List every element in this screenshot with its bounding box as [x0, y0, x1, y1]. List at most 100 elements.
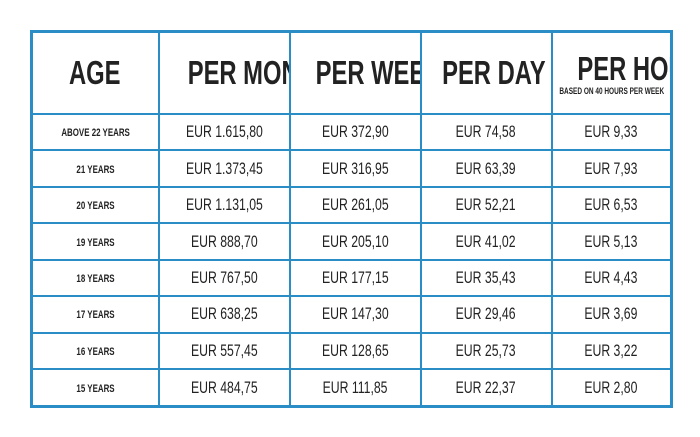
table-cell: EUR 5,13	[550, 222, 673, 261]
table-cell: EUR 35,43	[419, 258, 553, 298]
table-row: 21 YEARS EUR 1.373,45 EUR 316,95 EUR 63,39 E…	[30, 149, 673, 188]
table-cell: EUR 25,73	[419, 331, 553, 371]
table-cell: 17 YEARS	[30, 295, 160, 334]
age-label: 19 YEARS	[76, 236, 115, 249]
header-text: PER WEEK	[315, 54, 418, 91]
table-cell: EUR 484,75	[157, 368, 291, 408]
table-cell: EUR 205,10	[288, 222, 422, 261]
table-cell: EUR 1.615,80	[157, 112, 291, 152]
table-cell: EUR 52,21	[419, 185, 553, 225]
table-row: 16 YEARS EUR 557,45 EUR 128,65 EUR 25,73 EUR…	[30, 331, 673, 371]
table-cell: EUR 1.131,05	[157, 185, 291, 225]
table-row: 18 YEARS EUR 767,50 EUR 177,15 EUR 35,43 EUR…	[30, 258, 673, 298]
wage-value: EUR 316,95	[321, 158, 389, 178]
wage-value: EUR 2,80	[584, 377, 638, 397]
wage-value: EUR 261,05	[321, 195, 389, 215]
age-label: 18 YEARS	[76, 273, 115, 286]
header-text: PER MONTH	[187, 54, 287, 91]
wage-value: EUR 9,33	[584, 122, 638, 142]
table-cell: EUR 63,39	[419, 149, 553, 188]
table-cell: 15 YEARS	[30, 368, 160, 408]
wage-value: EUR 52,21	[456, 195, 516, 215]
table-cell: EUR 29,46	[419, 295, 553, 334]
table-cell: EUR 3,69	[550, 295, 673, 334]
table-row: ABOVE 22 YEARS EUR 1.615,80 EUR 372,90 EUR …	[30, 112, 673, 152]
header-cell: AGE	[30, 30, 160, 115]
wage-value: EUR 484,75	[190, 377, 258, 397]
wage-value: EUR 177,15	[321, 268, 389, 288]
table-cell: 20 YEARS	[30, 185, 160, 225]
table-row: 20 YEARS EUR 1.131,05 EUR 261,05 EUR 52,21 E…	[30, 185, 673, 225]
age-label: 16 YEARS	[76, 345, 115, 358]
table-cell: EUR 767,50	[157, 258, 291, 298]
wage-value: EUR 1.615,80	[185, 122, 263, 142]
wage-value: EUR 557,45	[190, 340, 258, 360]
table-cell: 21 YEARS	[30, 149, 160, 188]
wage-value: EUR 25,73	[456, 340, 516, 360]
table-cell: EUR 177,15	[288, 258, 422, 298]
header-cell: PER HOURBASED ON 40 HOURS PER WEEK	[550, 30, 673, 115]
header-cell: PER MONTH	[157, 30, 291, 115]
table-cell: EUR 3,22	[550, 331, 673, 371]
header-text: PER DAY	[441, 54, 546, 91]
wage-value: EUR 22,37	[456, 377, 516, 397]
wage-value: EUR 1.373,45	[185, 158, 263, 178]
table-cell: EUR 22,37	[419, 368, 553, 408]
wage-value: EUR 35,43	[456, 268, 516, 288]
wage-value: EUR 111,85	[322, 377, 388, 397]
age-label: 20 YEARS	[76, 200, 115, 213]
table-cell: EUR 316,95	[288, 149, 422, 188]
wage-value: EUR 1.131,05	[185, 195, 263, 215]
age-label: 17 YEARS	[76, 309, 115, 322]
header-cell: PER DAY	[419, 30, 553, 115]
wage-value: EUR 4,43	[584, 268, 638, 288]
wage-value: EUR 128,65	[321, 340, 389, 360]
table-cell: EUR 74,58	[419, 112, 553, 152]
wage-value: EUR 29,46	[456, 304, 516, 324]
table-cell: EUR 2,80	[550, 368, 673, 408]
table-cell: EUR 4,43	[550, 258, 673, 298]
header-cell: PER WEEK	[288, 30, 422, 115]
table-row: 17 YEARS EUR 638,25 EUR 147,30 EUR 29,46 EUR…	[30, 295, 673, 334]
table-cell: EUR 6,53	[550, 185, 673, 225]
header-text: PER HOUR	[576, 50, 670, 87]
table-cell: EUR 372,90	[288, 112, 422, 152]
wage-value: EUR 372,90	[321, 122, 389, 142]
wage-value: EUR 74,58	[456, 122, 516, 142]
table-body: ABOVE 22 YEARS EUR 1.615,80 EUR 372,90 EUR …	[30, 112, 673, 408]
wage-value: EUR 767,50	[190, 268, 258, 288]
table-cell: EUR 1.373,45	[157, 149, 291, 188]
wage-value: EUR 63,39	[456, 158, 516, 178]
wage-value: EUR 888,70	[190, 231, 258, 251]
table-cell: EUR 638,25	[157, 295, 291, 334]
table-cell: EUR 888,70	[157, 222, 291, 261]
table-cell: EUR 111,85	[288, 368, 422, 408]
header-note: BASED ON 40 HOURS PER WEEK	[558, 86, 664, 96]
wage-value: EUR 5,13	[584, 231, 638, 251]
table-cell: 19 YEARS	[30, 222, 160, 261]
header-text: AGE	[69, 54, 121, 91]
table-row: 15 YEARS EUR 484,75 EUR 111,85 EUR 22,37 EUR…	[30, 368, 673, 408]
age-label: ABOVE 22 YEARS	[60, 127, 130, 140]
table-cell: EUR 261,05	[288, 185, 422, 225]
table-cell: EUR 557,45	[157, 331, 291, 371]
table-cell: EUR 7,93	[550, 149, 673, 188]
table-cell: EUR 41,02	[419, 222, 553, 261]
table-cell: EUR 147,30	[288, 295, 422, 334]
wage-value: EUR 41,02	[456, 231, 516, 251]
age-label: 15 YEARS	[76, 382, 115, 395]
table-cell: ABOVE 22 YEARS	[30, 112, 160, 152]
table-cell: 18 YEARS	[30, 258, 160, 298]
wage-value: EUR 205,10	[321, 231, 389, 251]
table-cell: EUR 128,65	[288, 331, 422, 371]
wage-value: EUR 147,30	[321, 304, 389, 324]
wage-value: EUR 6,53	[584, 195, 638, 215]
table-cell: 16 YEARS	[30, 331, 160, 371]
table-cell: EUR 9,33	[550, 112, 673, 152]
wage-value: EUR 3,22	[584, 340, 638, 360]
wage-value: EUR 638,25	[190, 304, 258, 324]
wage-value: EUR 7,93	[584, 158, 638, 178]
